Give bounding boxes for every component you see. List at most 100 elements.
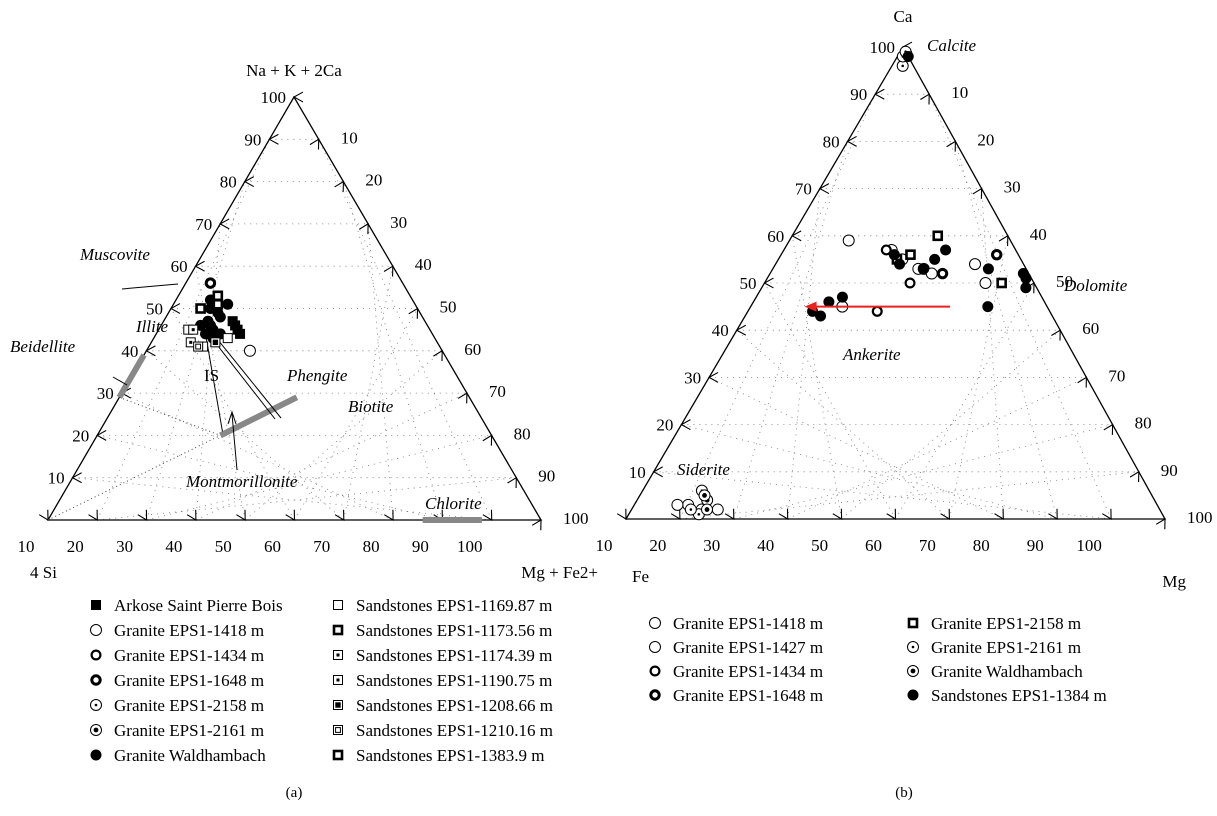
guide-lines — [47, 283, 282, 521]
legend-marker — [333, 675, 343, 685]
legend-marker — [333, 700, 343, 710]
annotation-ankerite: Ankerite — [842, 345, 901, 364]
bottom-tick — [670, 508, 681, 520]
annotation-montmorillonite: Montmorillonite — [185, 472, 298, 491]
data-point — [823, 296, 835, 308]
right-tick-label: 80 — [1135, 414, 1152, 433]
left-tick-label: 80 — [220, 173, 237, 192]
legend-marker — [333, 650, 343, 660]
right-tick-label: 60 — [1082, 319, 1099, 338]
apex-label-top: Na + K + 2Ca — [246, 61, 342, 80]
legend-label: Granite EPS1-1434 m — [673, 662, 823, 681]
data-point — [210, 337, 221, 348]
bottom-tick-label: 40 — [165, 537, 182, 556]
bottom-tick — [38, 509, 49, 521]
data-point — [979, 277, 992, 289]
left-tick-label: 20 — [72, 426, 89, 445]
bottom-tick — [334, 509, 345, 521]
apex-label-top: Ca — [894, 7, 913, 26]
annotation-dolomite: Dolomite — [1063, 276, 1128, 295]
data-point — [982, 263, 994, 275]
legend-label: Sandstones EPS1-1208.66 m — [356, 696, 553, 715]
left-tick — [791, 230, 802, 242]
annotation-illite: Illite — [135, 317, 169, 336]
right-tick-label: 50 — [1056, 272, 1073, 291]
data-point — [996, 277, 1007, 289]
data-point — [929, 253, 941, 265]
left-tick — [71, 472, 82, 484]
right-tick-label: 70 — [489, 382, 506, 401]
data-point — [902, 50, 914, 62]
legend-marker — [332, 749, 344, 761]
left-tick — [735, 324, 747, 336]
data-point — [222, 333, 233, 344]
right-tick-label: 100 — [563, 509, 589, 528]
right-tick-label: 60 — [464, 340, 481, 359]
legend-marker — [332, 624, 344, 636]
right-tick-label: 30 — [1004, 178, 1021, 197]
bottom-tick-label: 20 — [67, 537, 84, 556]
right-tick — [482, 434, 493, 446]
data-point — [888, 249, 900, 261]
panel-caption: (a) — [286, 785, 303, 801]
left-tick-label: 50 — [146, 300, 163, 319]
left-tick-label: 90 — [850, 85, 867, 104]
bottom-tick — [1048, 508, 1058, 520]
data-points — [183, 277, 256, 357]
data-point — [932, 230, 944, 242]
data-point — [905, 249, 916, 260]
data-point — [243, 344, 256, 357]
right-tick-label: 80 — [514, 424, 531, 443]
bottom-tick — [724, 508, 735, 520]
left-tick — [219, 218, 230, 230]
bottom-tick-label: 40 — [757, 536, 774, 555]
data-point — [204, 277, 217, 289]
bottom-tick — [384, 509, 394, 521]
data-point — [982, 301, 994, 313]
bottom-tick — [832, 508, 843, 520]
data-point — [842, 234, 855, 247]
right-tick-label: 50 — [440, 298, 457, 317]
data-point — [918, 263, 930, 275]
data-point — [193, 341, 204, 352]
left-tick-label: 40 — [712, 321, 729, 340]
right-tick-label: 90 — [1161, 461, 1178, 480]
bottom-tick — [285, 509, 296, 521]
legend-label: Granite EPS1-1418 m — [673, 614, 823, 633]
legend-marker — [90, 649, 102, 661]
left-tick-label: 70 — [195, 215, 212, 234]
annotation-is: IS — [204, 366, 219, 385]
left-tick-label: 100 — [870, 38, 896, 57]
left-tick — [680, 419, 691, 431]
annotation-beidellite: Beidellite — [10, 337, 76, 356]
right-tick-label: 90 — [538, 467, 555, 486]
bottom-tick-label: 20 — [649, 536, 666, 555]
bottom-tick-label: 90 — [412, 537, 429, 556]
data-point — [671, 498, 684, 511]
annotation-siderite: Siderite — [677, 460, 730, 479]
data-point — [701, 503, 713, 516]
data-point — [815, 310, 827, 322]
legend-label: Granite EPS1-1648 m — [114, 671, 264, 690]
bottom-tick — [482, 509, 493, 521]
left-tick — [652, 466, 663, 478]
bottom-tick-label: 50 — [215, 537, 232, 556]
right-tick — [1051, 329, 1061, 341]
right-tick — [309, 138, 320, 150]
legend-label: Granite EPS1-2158 m — [114, 696, 264, 715]
data-point — [212, 290, 224, 302]
data-point — [880, 244, 892, 256]
legend-marker — [649, 641, 661, 653]
right-tick-label: 20 — [977, 130, 994, 149]
bottom-tick — [186, 509, 197, 521]
data-point — [894, 258, 906, 270]
bottom-tick-label: 10 — [18, 537, 35, 556]
left-tick — [145, 345, 156, 357]
data-point — [836, 291, 848, 303]
bottom-tick — [137, 509, 148, 521]
bottom-tick — [236, 509, 246, 521]
bottom-tick-label: 10 — [596, 536, 613, 555]
data-points — [671, 45, 1032, 521]
right-tick — [531, 519, 542, 531]
right-tick-label: 100 — [1187, 508, 1213, 527]
